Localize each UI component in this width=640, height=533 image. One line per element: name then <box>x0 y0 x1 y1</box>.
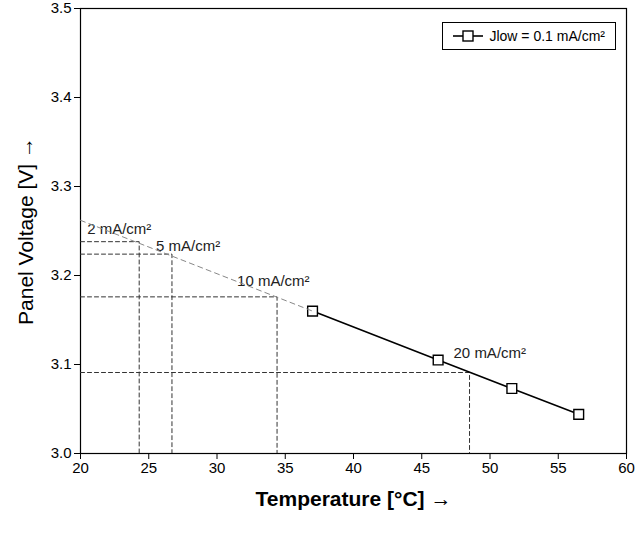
svg-text:60: 60 <box>618 459 635 476</box>
svg-text:10 mA/cm²: 10 mA/cm² <box>237 271 310 289</box>
svg-text:55: 55 <box>550 459 567 476</box>
svg-text:50: 50 <box>482 459 499 476</box>
svg-text:3.1: 3.1 <box>51 355 72 372</box>
svg-text:3.4: 3.4 <box>51 88 72 105</box>
svg-text:3.0: 3.0 <box>51 444 72 461</box>
svg-text:5 mA/cm²: 5 mA/cm² <box>156 237 220 254</box>
svg-text:45: 45 <box>413 459 430 476</box>
svg-text:35: 35 <box>277 459 294 476</box>
svg-text:30: 30 <box>209 459 226 476</box>
svg-text:25: 25 <box>140 459 157 476</box>
svg-text:Temperature [°C] →: Temperature [°C] → <box>256 487 452 510</box>
svg-text:3.3: 3.3 <box>51 177 72 194</box>
svg-text:3.5: 3.5 <box>51 0 72 16</box>
svg-text:2 mA/cm²: 2 mA/cm² <box>87 220 151 237</box>
svg-text:Panel Voltage [V] →: Panel Voltage [V] → <box>14 137 37 325</box>
svg-text:3.2: 3.2 <box>51 266 72 283</box>
svg-text:20: 20 <box>72 459 89 476</box>
svg-text:20 mA/cm²: 20 mA/cm² <box>454 344 527 361</box>
html-text:Jlow = 0.1 mA/cm²: Jlow = 0.1 mA/cm² <box>489 28 605 44</box>
svg-text:40: 40 <box>345 459 362 476</box>
